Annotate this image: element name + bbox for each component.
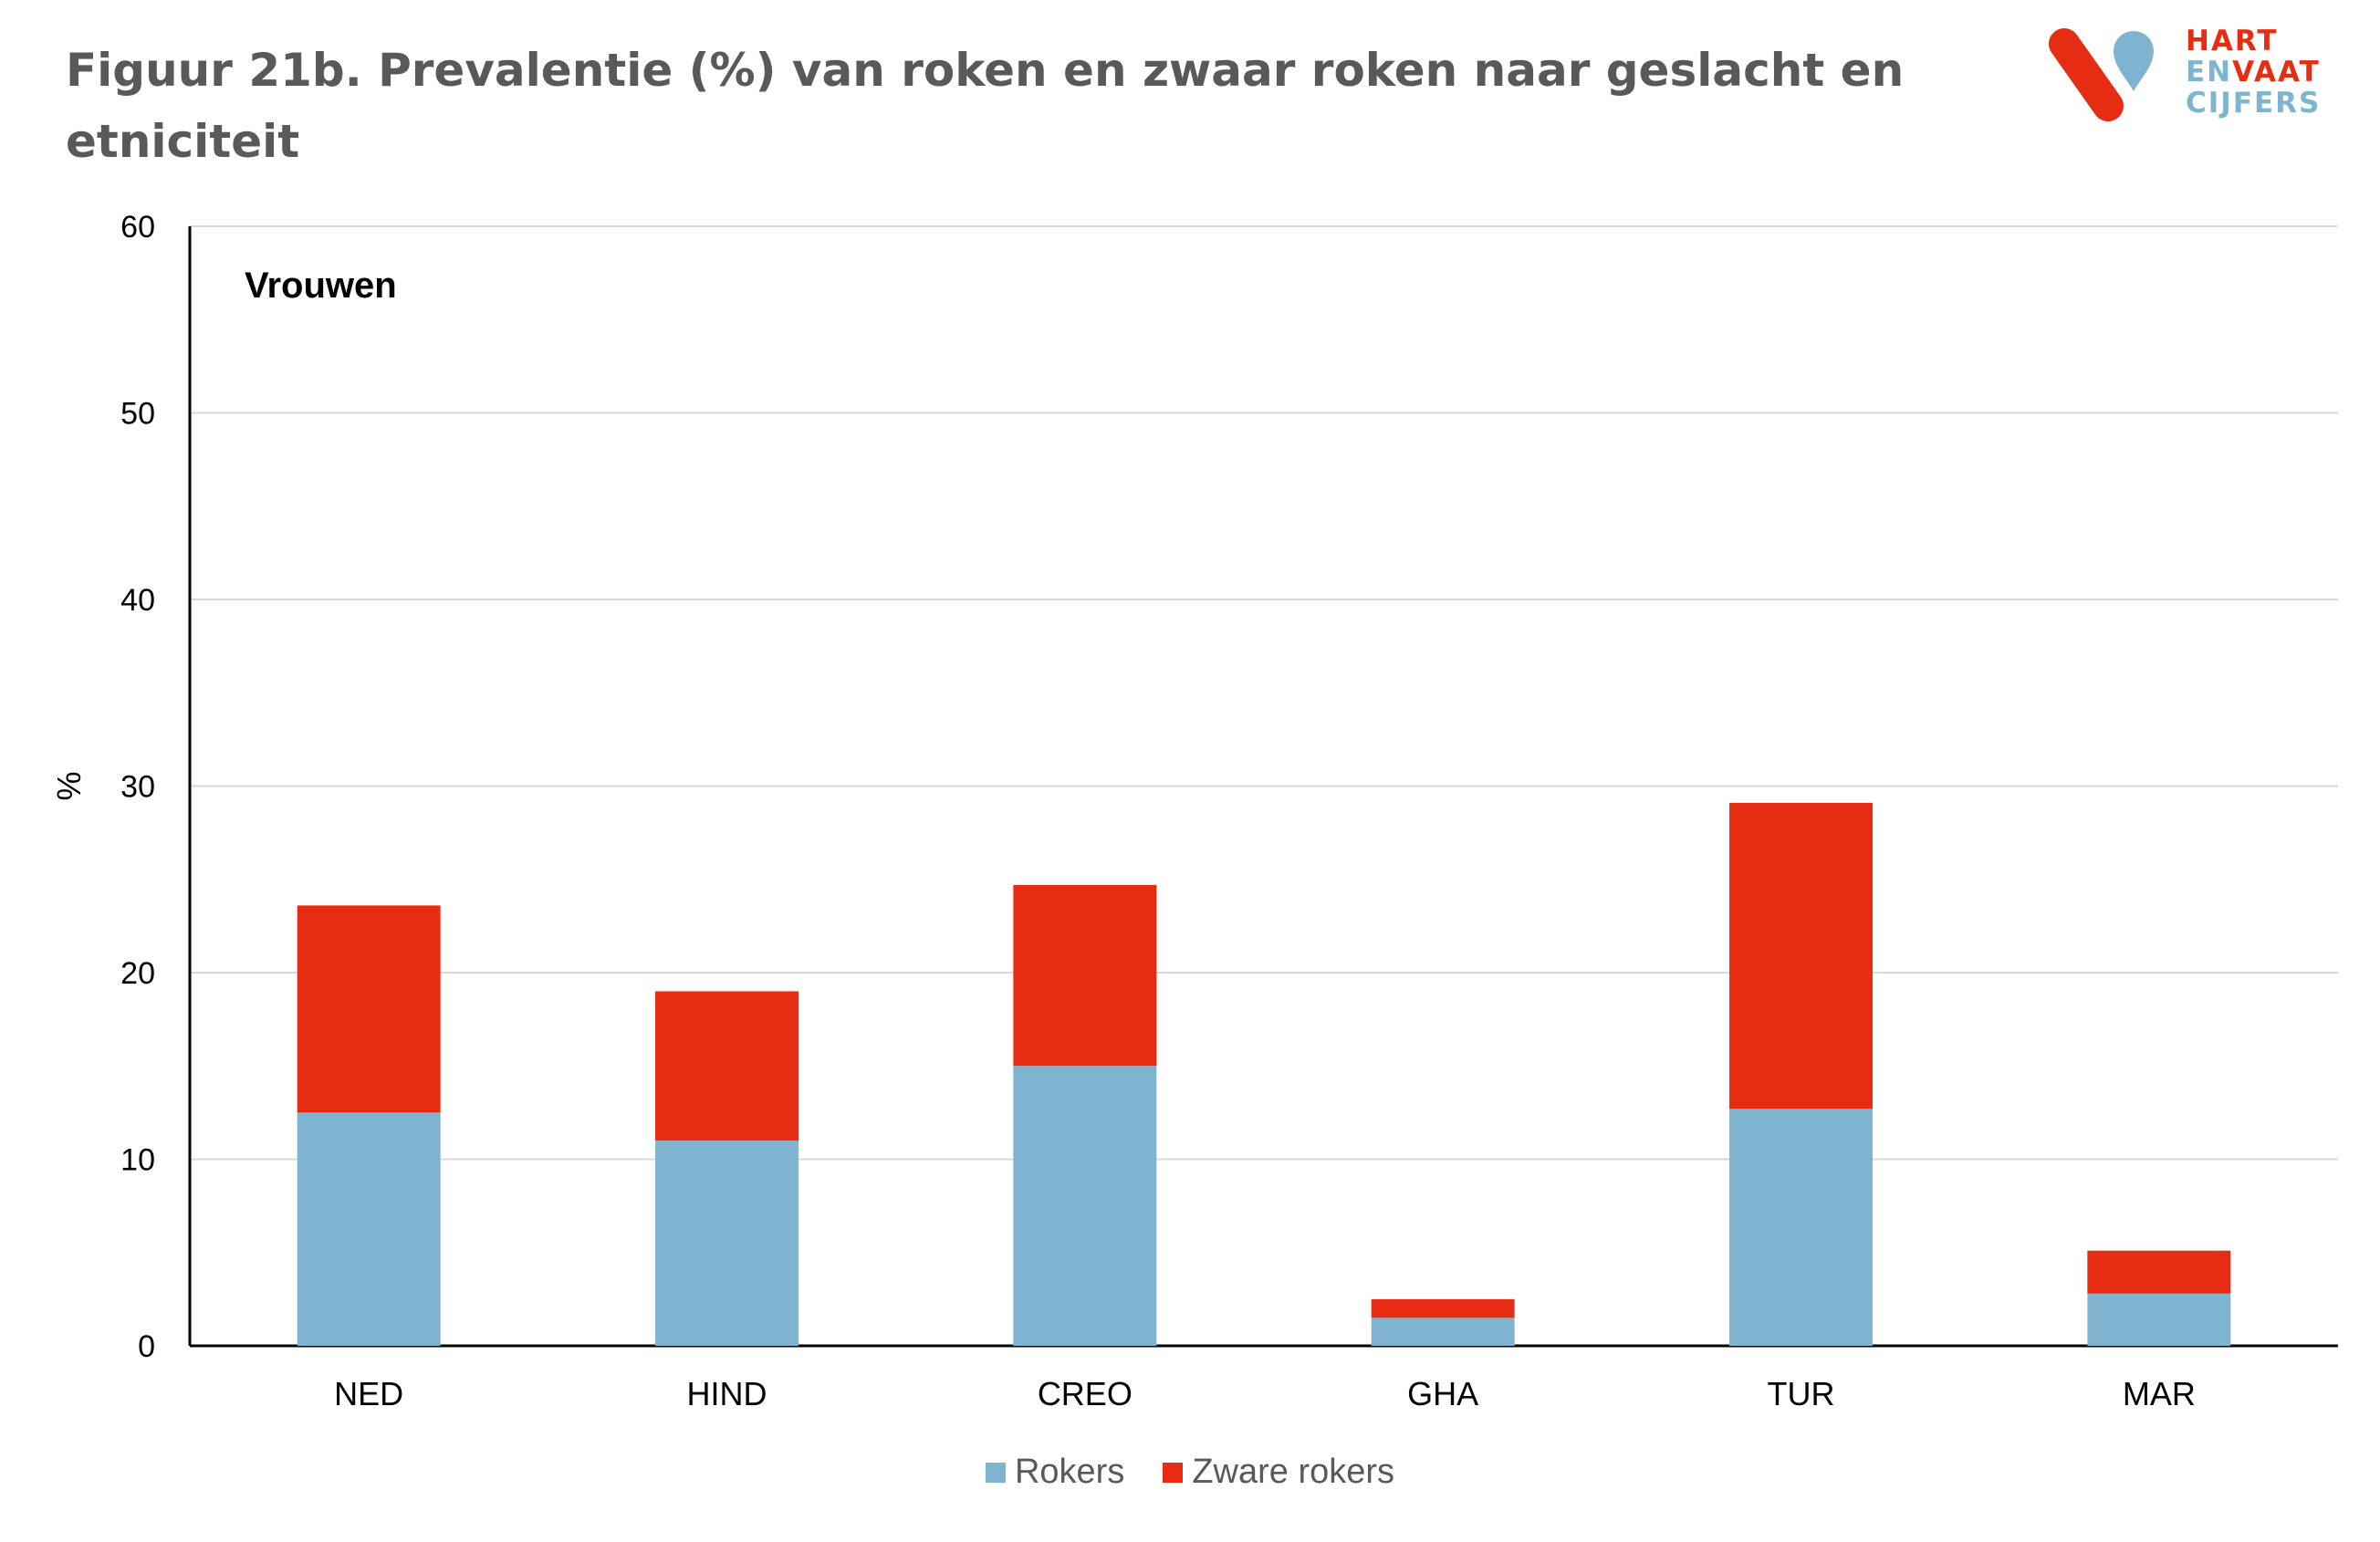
y-tick-label: 0 — [138, 1329, 155, 1364]
x-tick-label: HIND — [687, 1375, 767, 1412]
bar-gha-zware-rokers — [1371, 1298, 1515, 1318]
legend-label: Zware rokers — [1192, 1453, 1395, 1491]
bar-tur-rokers — [1729, 1109, 1873, 1346]
bar-creo-rokers — [1013, 1066, 1157, 1346]
legend-item: Zware rokers — [1163, 1453, 1394, 1492]
y-tick-label: 60 — [120, 210, 155, 245]
bar-gha-rokers — [1371, 1318, 1515, 1346]
x-tick-label: NED — [334, 1375, 403, 1412]
bar-creo-zware-rokers — [1013, 884, 1157, 1067]
bar-hind-zware-rokers — [655, 991, 799, 1141]
y-axis-label: % — [50, 771, 88, 800]
legend-item: Rokers — [985, 1453, 1125, 1492]
logo-text-en-vaat: ENVAAT — [2186, 56, 2321, 89]
logo-text-cijfers: CIJFERS — [2186, 87, 2322, 120]
y-tick-label: 50 — [120, 397, 155, 432]
x-tick-label: CREO — [1038, 1375, 1133, 1412]
hart-en-vaat-cijfers-logo: HART ENVAAT CIJFERS — [2044, 24, 2354, 133]
bar-mar-rokers — [2087, 1293, 2231, 1346]
heart-vessel-logo-icon — [2049, 28, 2154, 121]
bar-tur-zware-rokers — [1729, 802, 1873, 1110]
chart-legend: Rokers Zware rokers — [0, 1453, 2380, 1492]
legend-swatch — [985, 1462, 1006, 1483]
legend-swatch — [1163, 1462, 1184, 1483]
x-tick-label: GHA — [1407, 1375, 1478, 1412]
panel-label: Vrouwen — [245, 266, 397, 306]
chart-title: Figuur 21b. Prevalentie (%) van roken en… — [66, 44, 1905, 168]
y-tick-label: 10 — [120, 1143, 155, 1178]
bar-ned-rokers — [297, 1112, 441, 1346]
bar-mar-zware-rokers — [2087, 1250, 2231, 1294]
y-tick-label: 40 — [120, 583, 155, 618]
x-tick-label: TUR — [1768, 1375, 1835, 1412]
bar-hind-rokers — [655, 1141, 799, 1346]
y-tick-label: 30 — [120, 770, 155, 805]
bar-ned-zware-rokers — [297, 905, 441, 1113]
x-tick-label: MAR — [2123, 1375, 2196, 1412]
logo-text-hart: HART — [2186, 25, 2279, 57]
legend-label: Rokers — [1014, 1453, 1125, 1491]
y-tick-label: 20 — [120, 956, 155, 991]
